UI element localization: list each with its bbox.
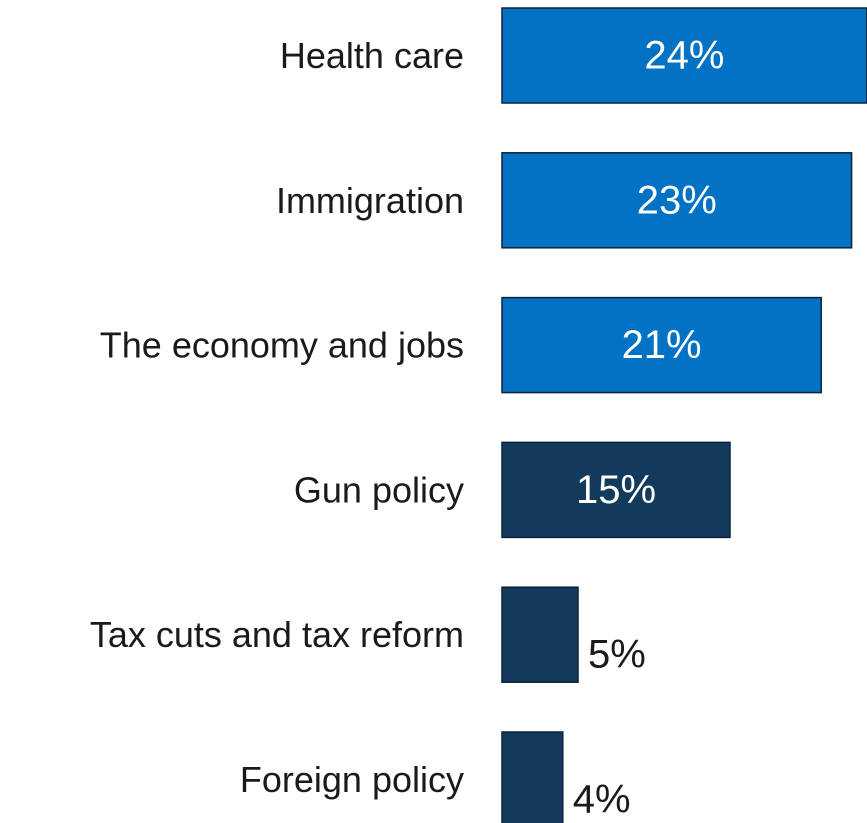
value-labels: 24% 23% 21% 15% 5% 4% [573,34,725,822]
bar [501,7,867,104]
category-label: The economy and jobs [100,325,464,366]
bar [501,296,822,394]
category-label: Gun policy [294,469,464,510]
value-label: 24% [644,34,724,78]
value-label: 15% [576,468,656,512]
value-label: 23% [637,178,717,222]
category-label: Tax cuts and tax reform [90,614,464,655]
bar [501,731,564,823]
value-label: 21% [622,323,702,367]
bar [501,441,731,539]
category-label: Foreign policy [240,759,464,800]
category-labels: Health care Immigration The economy and jo… [90,35,464,800]
bar [501,152,853,249]
value-label: 4% [573,778,631,822]
bar [501,586,579,683]
category-label: Health care [280,35,464,76]
value-label: 5% [588,633,646,677]
bars [501,7,867,823]
category-label: Immigration [276,180,464,221]
